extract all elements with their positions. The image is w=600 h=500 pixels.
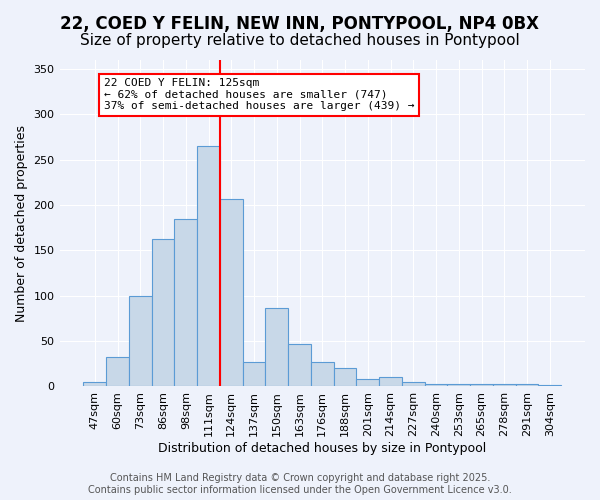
Bar [242,362,265,386]
Bar [220,198,242,386]
Bar [425,384,448,386]
X-axis label: Distribution of detached houses by size in Pontypool: Distribution of detached houses by size … [158,442,487,455]
Bar [106,356,129,386]
Text: 22 COED Y FELIN: 125sqm
← 62% of detached houses are smaller (747)
37% of semi-d: 22 COED Y FELIN: 125sqm ← 62% of detache… [104,78,415,112]
Bar [515,384,538,386]
Bar [265,308,288,386]
Bar [152,238,175,386]
Bar [175,218,197,386]
Bar [470,384,493,386]
Bar [311,362,334,386]
Bar [334,368,356,386]
Bar [402,382,425,386]
Bar [379,378,402,386]
Bar [83,382,106,386]
Bar [129,296,152,386]
Bar [493,384,515,386]
Text: Size of property relative to detached houses in Pontypool: Size of property relative to detached ho… [80,32,520,48]
Bar [288,344,311,387]
Bar [197,146,220,386]
Text: Contains HM Land Registry data © Crown copyright and database right 2025.
Contai: Contains HM Land Registry data © Crown c… [88,474,512,495]
Bar [356,379,379,386]
Text: 22, COED Y FELIN, NEW INN, PONTYPOOL, NP4 0BX: 22, COED Y FELIN, NEW INN, PONTYPOOL, NP… [61,15,539,33]
Bar [538,384,561,386]
Y-axis label: Number of detached properties: Number of detached properties [15,124,28,322]
Bar [448,384,470,386]
